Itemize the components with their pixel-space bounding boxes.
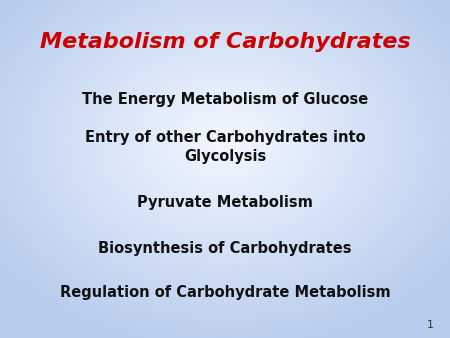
Text: 1: 1 bbox=[427, 319, 434, 330]
Text: Regulation of Carbohydrate Metabolism: Regulation of Carbohydrate Metabolism bbox=[60, 285, 390, 300]
Text: Metabolism of Carbohydrates: Metabolism of Carbohydrates bbox=[40, 32, 410, 52]
Text: Biosynthesis of Carbohydrates: Biosynthesis of Carbohydrates bbox=[98, 241, 352, 256]
Text: Pyruvate Metabolism: Pyruvate Metabolism bbox=[137, 195, 313, 210]
Text: The Energy Metabolism of Glucose: The Energy Metabolism of Glucose bbox=[82, 92, 368, 107]
Text: Entry of other Carbohydrates into
Glycolysis: Entry of other Carbohydrates into Glycol… bbox=[85, 130, 365, 164]
